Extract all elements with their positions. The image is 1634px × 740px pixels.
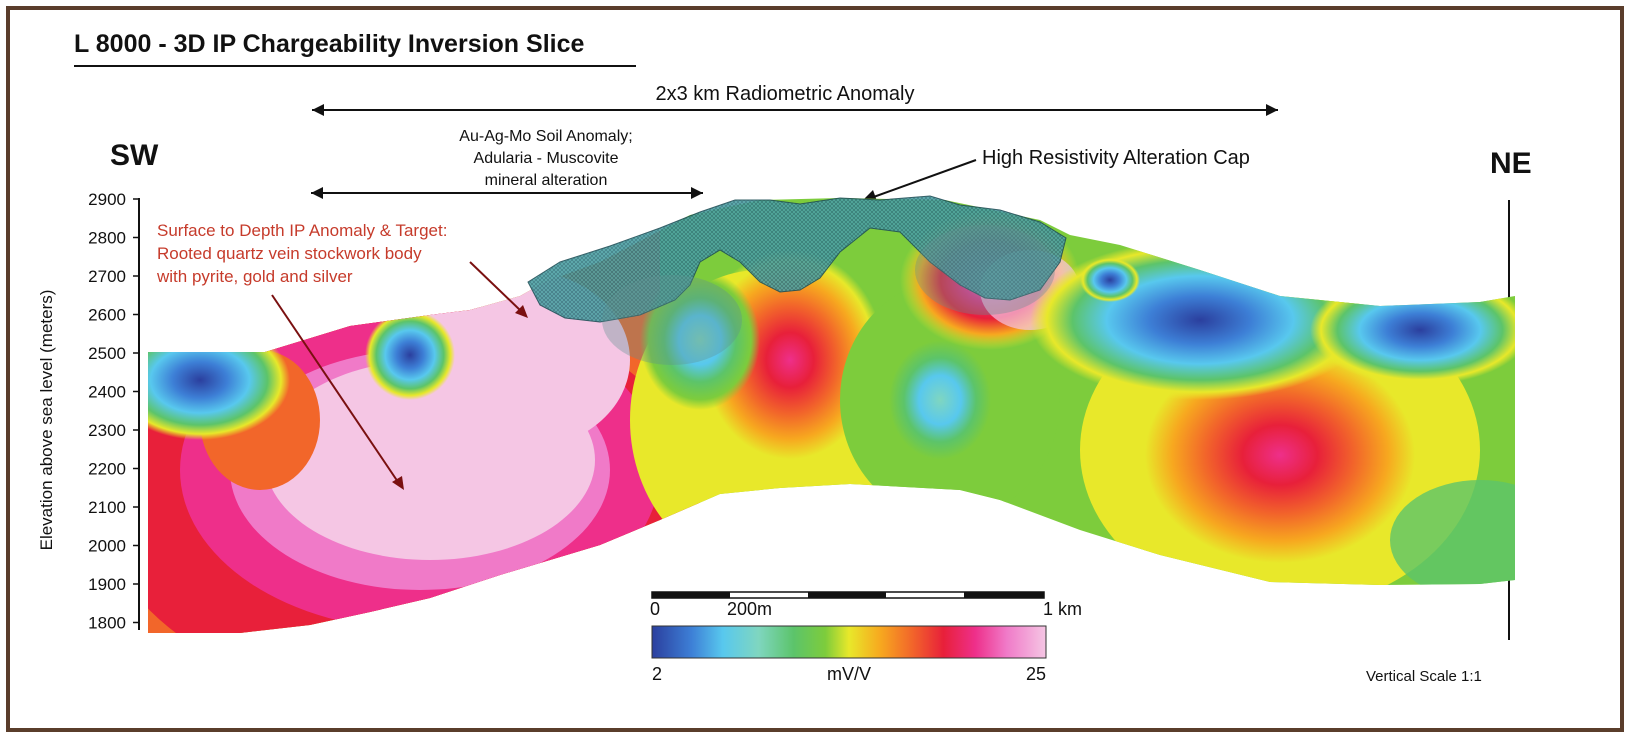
soil-anomaly-label-2: Adularia - Muscovite [474,150,619,167]
scale-bar [651,591,1045,599]
elevation-tick-label: 1800 [88,614,126,633]
target-label-1: Surface to Depth IP Anomaly & Target: [157,221,447,240]
sw-label: SW [110,139,159,172]
colorbar-min: 2 [652,664,662,684]
scale-bar-end: 1 km [1043,599,1082,619]
target-arrow-1 [271,294,404,490]
colorbar-max: 25 [1026,664,1046,684]
elevation-tick-label: 2500 [88,344,126,363]
soil-anomaly-arrow [311,187,703,199]
elevation-tick-label: 2000 [88,537,126,556]
soil-anomaly-label-1: Au-Ag-Mo Soil Anomaly; [459,128,632,145]
elevation-tick-label: 2800 [88,229,126,248]
cap-shadow-lobe-2 [915,225,1055,315]
scale-bar-start: 0 [650,599,660,619]
ne-label: NE [1490,147,1532,180]
radiometric-label: 2x3 km Radiometric Anomaly [656,83,915,105]
elevation-tick-label: 2200 [88,460,126,479]
elevation-tick-label: 1900 [88,575,126,594]
elevation-axis-label: Elevation above sea level (meters) [37,290,56,551]
elevation-tick-label: 2700 [88,267,126,286]
scale-bar-mid: 200m [727,599,772,619]
vertical-scale-label: Vertical Scale 1:1 [1366,668,1482,685]
elevation-tick-label: 2900 [88,190,126,209]
colorbar [651,625,1047,659]
target-arrow-2 [469,261,528,318]
figure-title: L 8000 - 3D IP Chargeability Inversion S… [74,30,584,58]
elevation-tick-label: 2100 [88,498,126,517]
target-label-2: Rooted quartz vein stockwork body [157,244,422,263]
target-label-3: with pyrite, gold and silver [156,267,353,286]
elevation-tick-label: 2600 [88,306,126,325]
radiometric-arrow [312,104,1278,116]
alteration-cap-label: High Resistivity Alteration Cap [982,147,1250,169]
chargeability-section [148,198,1515,633]
elevation-tick-label: 2400 [88,383,126,402]
elevation-tick-label: 2300 [88,421,126,440]
alteration-cap-body [527,195,1067,323]
cap-shadow-lobe [602,275,742,365]
colorbar-unit: mV/V [827,664,871,684]
cap-arrow [862,159,977,201]
elevation-axis: 2900 2800 2700 2600 2500 2400 2300 2200 2100 2000… [88,190,140,633]
soil-anomaly-label-3: mineral alteration [485,172,608,189]
